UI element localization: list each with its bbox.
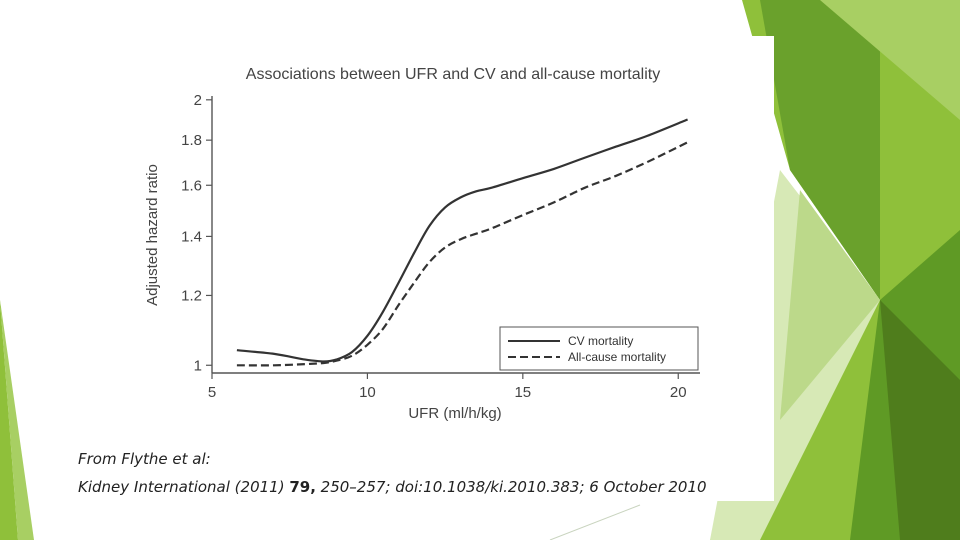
x-tick-label: 20 <box>670 384 687 401</box>
series-layer <box>236 118 689 367</box>
legend-label-cv: CV mortality <box>568 334 633 348</box>
y-axis-label: Adjusted hazard ratio <box>144 164 161 306</box>
decorative-line <box>549 504 641 540</box>
axis-ticks: 5 10 15 20 1 1.2 1.4 1.6 1.8 2 <box>181 92 686 401</box>
slide-decoration-right <box>710 0 960 540</box>
figure-panel <box>62 36 774 501</box>
y-tick-label: 1.6 <box>181 177 202 194</box>
legend-box <box>499 326 699 371</box>
y-tick-label: 2 <box>194 92 202 109</box>
citation-line-2: Kidney International (2011) 79, 250–257;… <box>78 473 768 501</box>
slide-decoration-left <box>0 300 34 540</box>
citation-line-1: From Flythe et al: <box>78 450 211 468</box>
y-tick-label: 1.8 <box>181 132 202 149</box>
y-tick-label: 1.2 <box>181 287 202 304</box>
legend-label-all-cause: All-cause mortality <box>568 350 666 364</box>
x-axis-label: UFR (ml/h/kg) <box>408 405 501 422</box>
x-tick-label: 10 <box>359 384 376 401</box>
x-tick-label: 15 <box>514 384 531 401</box>
chart-title: Associations between UFR and CV and all-… <box>246 66 660 83</box>
citation-pages: 250–257; doi:10.1038/ki.2010.383; 6 Octo… <box>315 478 707 496</box>
legend: CV mortality All-cause mortality <box>499 326 699 371</box>
series-line-all-cause-mortality <box>236 141 689 367</box>
y-tick-label: 1 <box>194 357 202 374</box>
y-tick-label: 1.4 <box>181 228 202 245</box>
citation-volume: 79, <box>289 478 316 496</box>
citation-journal: Kidney International (2011) <box>78 478 290 496</box>
x-tick-label: 5 <box>208 384 216 401</box>
citation: From Flythe et al: Kidney International … <box>78 445 768 501</box>
